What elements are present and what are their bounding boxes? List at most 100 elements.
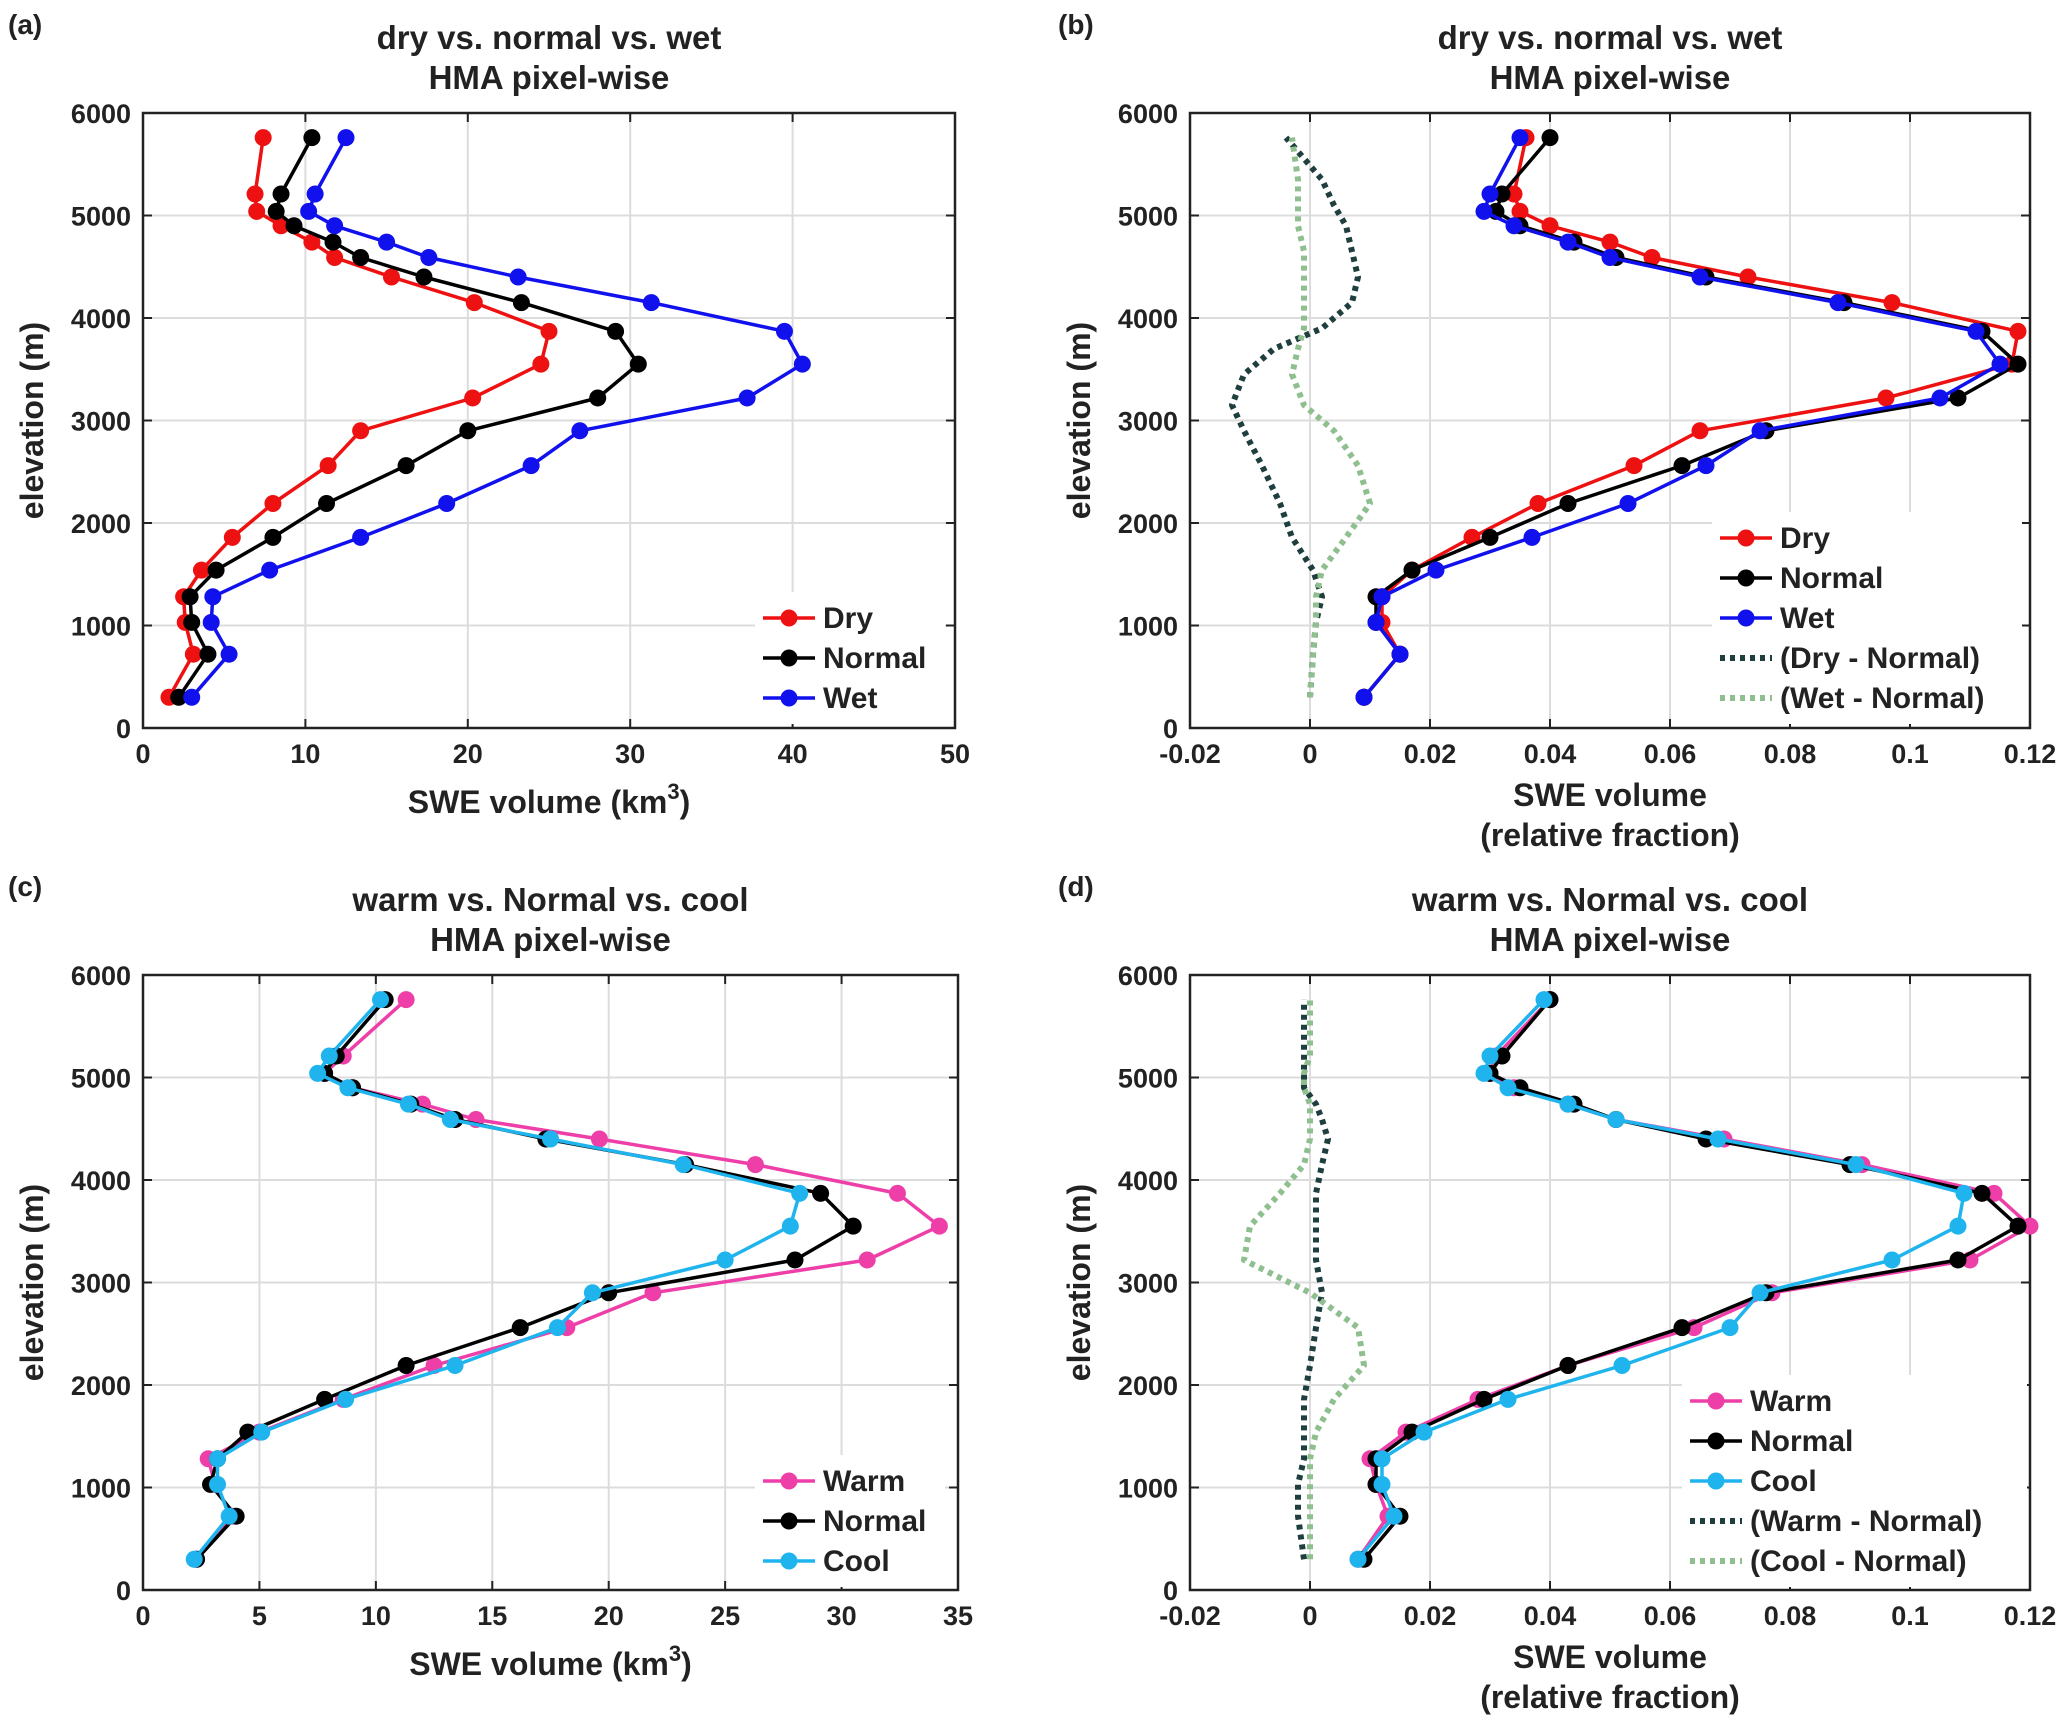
data-point-normal <box>1673 1319 1691 1337</box>
legend-marker-normal <box>1737 569 1755 587</box>
data-point-normal <box>1673 457 1691 475</box>
x-tick-label: 0.08 <box>1764 1601 1817 1631</box>
chart-title-line: warm vs. Normal vs. cool <box>351 881 748 918</box>
chart-title-line: HMA pixel-wise <box>1490 921 1731 958</box>
data-point-wet <box>642 294 660 312</box>
y-tick-label: 0 <box>116 714 131 744</box>
x-axis-label-suffix: ) <box>680 784 691 820</box>
data-point-cool <box>1499 1390 1517 1408</box>
data-point-warm <box>644 1284 662 1302</box>
data-point-cool <box>209 1450 227 1468</box>
x-axis-label-main: SWE volume (km <box>408 784 668 820</box>
data-point-wet <box>1829 294 1847 312</box>
series-line-wet <box>190 136 805 699</box>
legend-marker-wet <box>1737 609 1755 627</box>
data-point-dry <box>382 268 400 286</box>
legend-marker-normal <box>780 649 798 667</box>
panel-label: (b) <box>1058 9 1094 40</box>
data-point-dry <box>1601 233 1619 251</box>
data-point-wet <box>300 202 318 220</box>
y-tick-label: 1000 <box>71 1474 131 1504</box>
x-axis-label: SWE volume <box>1513 777 1707 813</box>
y-tick-label: 2000 <box>1118 509 1178 539</box>
data-point-cool <box>1475 1064 1493 1082</box>
x-tick-label: 0.02 <box>1404 1601 1457 1631</box>
legend: Dry Normal Wet (Dry - Normal) (Wet - Normal) <box>1712 512 2022 724</box>
legend-marker-wet <box>780 689 798 707</box>
x-tick-label: 0 <box>135 1601 150 1631</box>
data-point-dry <box>264 495 282 513</box>
series-line-dry-normal <box>1229 135 1361 698</box>
chart-title-line: HMA pixel-wise <box>430 921 671 958</box>
data-point-cool <box>1709 1130 1727 1148</box>
y-tick-label: 1000 <box>71 612 131 642</box>
data-point-normal <box>1949 389 1967 407</box>
data-point-normal <box>512 294 530 312</box>
panel-label: (d) <box>1058 871 1094 902</box>
x-axis-label-superscript: 3 <box>667 779 679 804</box>
chart-title-line: dry vs. normal vs. wet <box>377 19 722 56</box>
y-tick-label: 2000 <box>1118 1371 1178 1401</box>
data-point-cool <box>185 1550 203 1568</box>
legend-label: Normal <box>1780 562 1883 595</box>
x-axis-label-line2: (relative fraction) <box>1480 817 1740 853</box>
data-point-cool <box>1949 1217 1967 1235</box>
y-tick-label: 5000 <box>71 1064 131 1094</box>
x-tick-label: 20 <box>453 739 483 769</box>
data-point-normal <box>459 422 477 440</box>
data-point-normal <box>303 129 321 147</box>
data-point-wet <box>1991 355 2009 373</box>
data-point-normal <box>1949 1251 1967 1269</box>
x-axis-label-suffix: ) <box>681 1646 692 1682</box>
x-tick-label: 0.1 <box>1891 1601 1929 1631</box>
data-point-normal <box>1973 1184 1991 1202</box>
y-axis-label: elevation (m) <box>14 322 50 519</box>
data-point-cool <box>1955 1184 1973 1202</box>
data-point-wet <box>1601 249 1619 267</box>
chart-title-line: HMA pixel-wise <box>1490 59 1731 96</box>
data-point-wet <box>420 249 438 267</box>
data-point-wet <box>1559 233 1577 251</box>
data-point-wet <box>1511 129 1529 147</box>
y-tick-label: 1000 <box>1118 612 1178 642</box>
data-point-dry <box>1877 389 1895 407</box>
data-point-cool <box>1415 1423 1433 1441</box>
data-point-dry <box>2009 322 2027 340</box>
data-point-normal <box>1541 129 1559 147</box>
data-point-cool <box>781 1217 799 1235</box>
series-line-normal <box>195 998 855 1561</box>
y-tick-label: 5000 <box>1118 202 1178 232</box>
data-point-normal <box>267 202 285 220</box>
data-point-wet <box>220 645 238 663</box>
data-point-normal <box>786 1251 804 1269</box>
data-point-wet <box>775 322 793 340</box>
x-axis-label: SWE volume (km3) <box>408 779 691 820</box>
data-point-dry <box>326 249 344 267</box>
data-point-cool <box>1847 1156 1865 1174</box>
data-point-normal <box>199 645 217 663</box>
x-tick-label: 0.12 <box>2004 1601 2057 1631</box>
x-tick-label: 0.12 <box>2004 739 2057 769</box>
data-point-normal <box>316 1390 334 1408</box>
x-tick-label: 35 <box>943 1601 973 1631</box>
data-point-cool <box>441 1111 459 1129</box>
data-point-cool <box>1373 1475 1391 1493</box>
legend-label: Dry <box>1780 522 1830 555</box>
data-point-warm <box>397 991 415 1009</box>
data-point-dry <box>540 322 558 340</box>
data-point-wet <box>326 217 344 235</box>
data-point-wet <box>352 528 370 546</box>
data-point-dry <box>319 457 337 475</box>
data-point-cool <box>1499 1079 1517 1097</box>
x-tick-label: 10 <box>290 739 320 769</box>
y-tick-label: 1000 <box>1118 1474 1178 1504</box>
legend-label: Wet <box>823 682 877 715</box>
data-point-wet <box>261 561 279 579</box>
data-point-dry <box>1625 457 1643 475</box>
x-tick-label: 40 <box>778 739 808 769</box>
data-point-normal <box>844 1217 862 1235</box>
data-point-normal <box>1493 1047 1511 1065</box>
y-tick-label: 2000 <box>71 1371 131 1401</box>
